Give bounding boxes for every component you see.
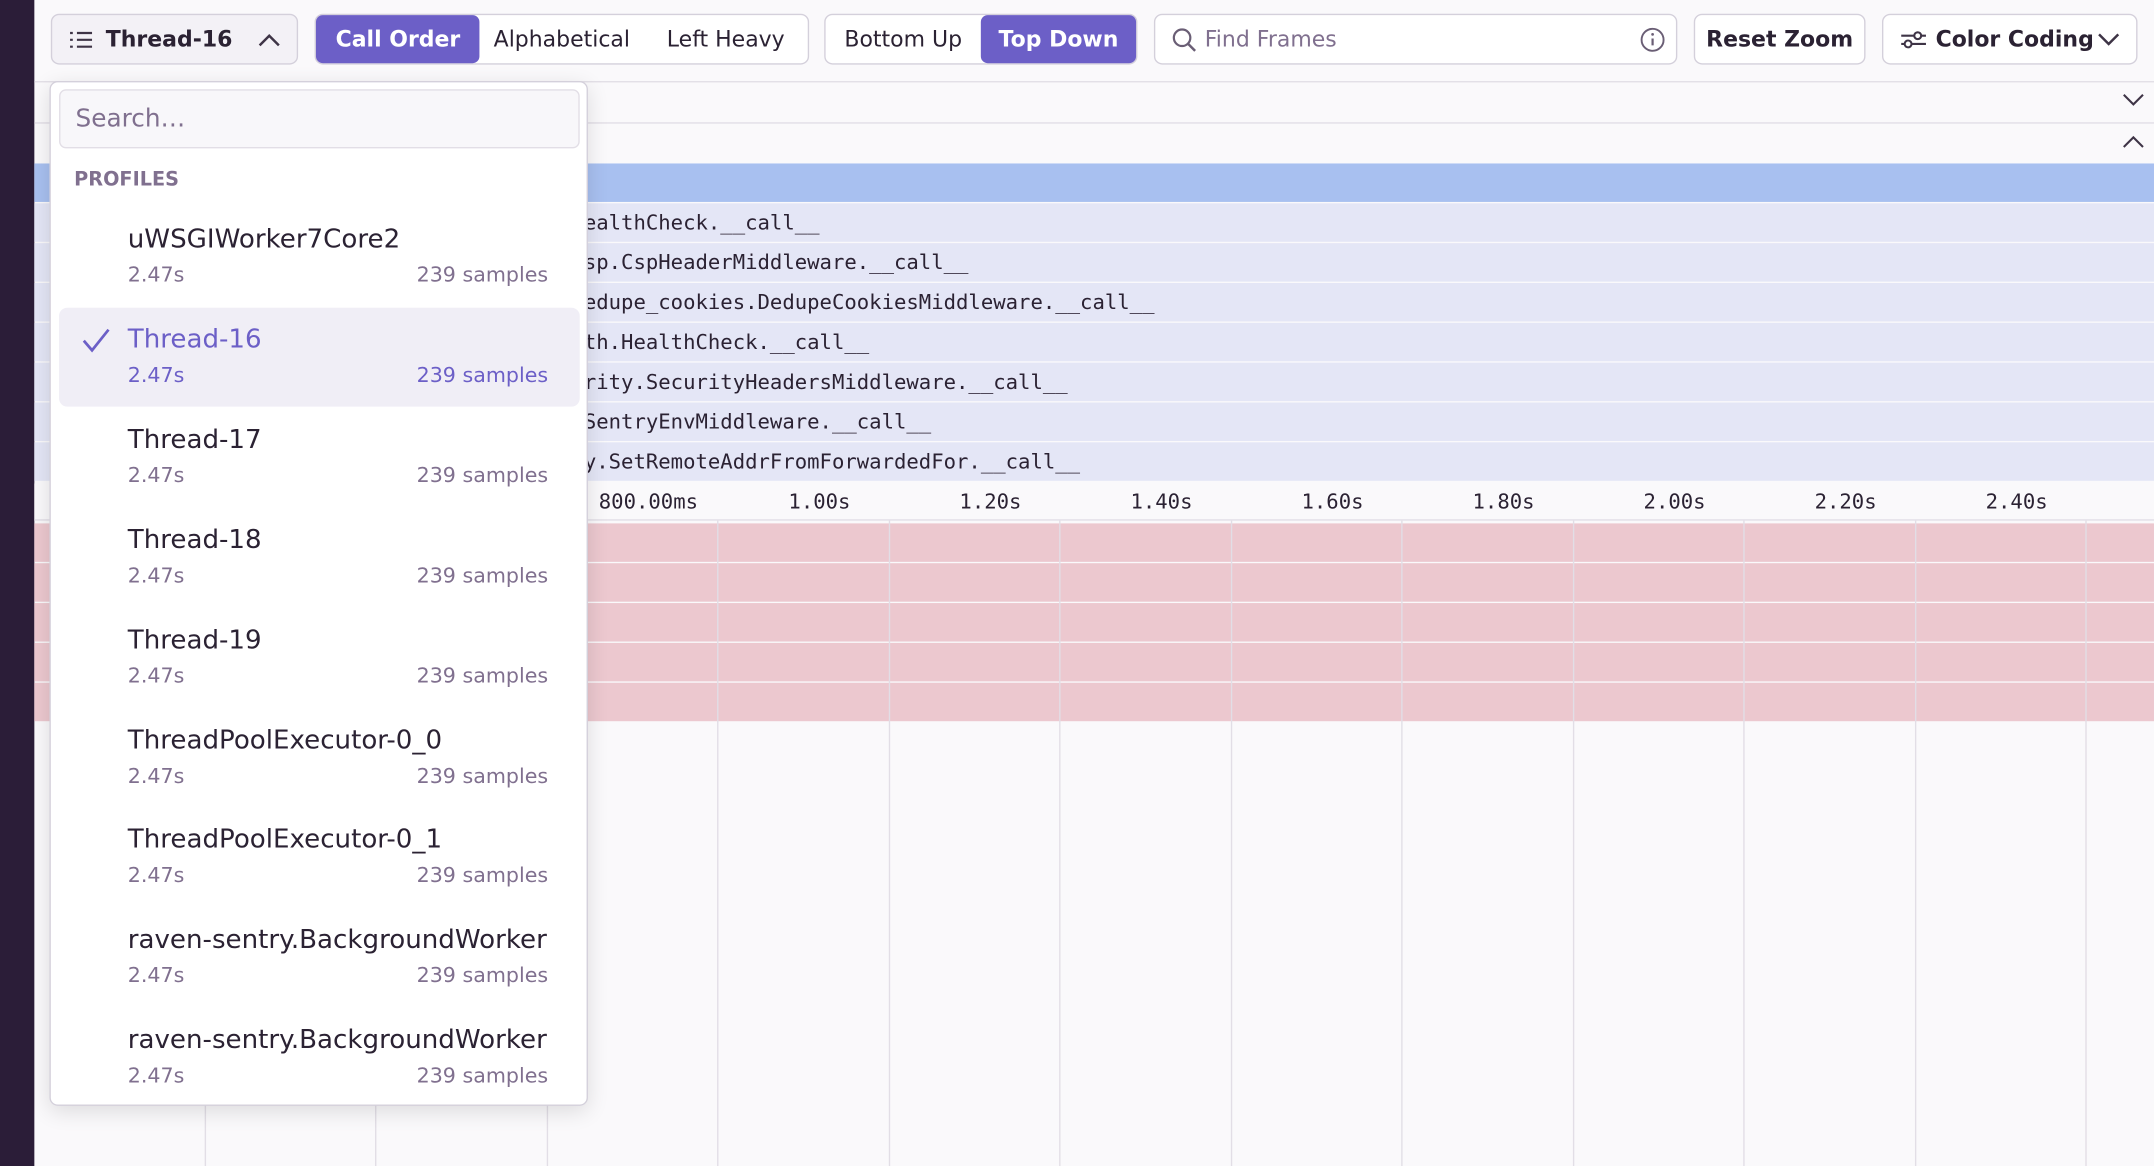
chevron-down	[2098, 32, 2120, 46]
grid-line	[1230, 520, 1232, 1166]
tick-label: 2.00s	[1643, 489, 1706, 514]
sidebar	[0, 0, 35, 1166]
profile-duration: 2.47s	[127, 562, 185, 588]
grid-line	[1914, 520, 1916, 1166]
grid-line	[1572, 520, 1574, 1166]
toggle-option[interactable]: Left Heavy	[644, 15, 808, 63]
profile-duration: 2.47s	[127, 662, 185, 688]
toggle-label: Alphabetical	[493, 26, 631, 53]
divider	[34, 81, 2154, 83]
grid-line	[1401, 520, 1403, 1166]
settings-icon	[1901, 30, 1926, 48]
frame-label: edupe_cookies.DedupeCookiesMiddleware.__…	[583, 289, 1155, 315]
profile-item[interactable]: ThreadPoolExecutor-0_0 2.47s 239 samples	[59, 708, 580, 807]
tick-label: 1.20s	[959, 489, 1022, 514]
dropdown-search[interactable]: Search…	[59, 89, 580, 149]
profile-item[interactable]: Thread-16 2.47s 239 samples	[59, 307, 580, 407]
section-label: PROFILES	[74, 168, 179, 191]
frame-label: SentryEnvMiddleware.__call__	[583, 409, 932, 435]
profile-samples: 239 samples	[416, 963, 549, 989]
expand-chevron[interactable]	[2122, 135, 2144, 149]
grid-line	[1059, 520, 1061, 1166]
grid-line	[717, 520, 719, 1166]
view-toggle: Bottom Up Top Down	[824, 13, 1138, 65]
profile-samples: 239 samples	[416, 763, 549, 788]
toggle-option[interactable]: Alphabetical	[480, 15, 644, 63]
profile-item[interactable]: raven-sentry.BackgroundWorker 2.47s 239 sa…	[59, 908, 580, 1007]
frame-label: sp.CspHeaderMiddleware.__call__	[583, 250, 969, 275]
profile-samples: 239 samples	[416, 863, 549, 888]
find-frames[interactable]: Find Frames	[1153, 13, 1678, 65]
profile-name: Thread-19	[127, 624, 262, 655]
toggle-option[interactable]: Call Order	[315, 15, 480, 64]
toggle-label: Left Heavy	[666, 26, 785, 53]
frame-label: ealthCheck.__call__	[583, 210, 820, 235]
tick-label: 1.60s	[1301, 489, 1364, 514]
profile-duration: 2.47s	[127, 763, 185, 788]
divider	[34, 122, 2154, 124]
grid-line	[2085, 520, 2087, 1166]
thread-select-label: Thread-16	[105, 26, 233, 53]
find-frames-placeholder: Find Frames	[1204, 26, 1337, 53]
profile-item[interactable]: uWSGIWorker7Core2 2.47s 239 samples	[59, 207, 580, 306]
profile-dropdown: Search… PROFILES uWSGIWorker7Core2 2.47s 2…	[49, 81, 588, 1108]
reset-zoom-label: Reset Zoom	[1706, 26, 1854, 53]
profile-samples: 239 samples	[416, 262, 549, 288]
color-coding[interactable]: Color Coding	[1881, 13, 2138, 65]
profile-name: Thread-17	[127, 424, 262, 455]
profile-duration: 2.47s	[127, 963, 185, 989]
chevron-up	[258, 33, 280, 46]
tick-label: 1.00s	[788, 489, 851, 514]
profile-name: uWSGIWorker7Core2	[127, 223, 401, 255]
toggle-label: Top Down	[998, 26, 1119, 53]
profile-name: ThreadPoolExecutor-0_1	[127, 824, 443, 855]
tick-label: 1.40s	[1130, 489, 1193, 514]
toggle-option[interactable]: Top Down	[980, 15, 1137, 64]
color-coding-label: Color Coding	[1935, 26, 2094, 53]
profile-name: Thread-16	[127, 324, 262, 355]
sort-toggle: Call Order Alphabetical Left Heavy	[314, 13, 810, 65]
reset-zoom[interactable]: Reset Zoom	[1693, 13, 1866, 65]
profile-duration: 2.47s	[127, 462, 185, 488]
search-icon	[1172, 27, 1197, 52]
profile-samples: 239 samples	[416, 562, 549, 588]
profile-name: ThreadPoolExecutor-0_0	[127, 724, 443, 755]
profile-duration: 2.47s	[127, 863, 185, 888]
frame-label: th.HealthCheck.__call__	[583, 329, 870, 355]
profile-item[interactable]: Thread-18 2.47s 239 samples	[59, 508, 580, 607]
tick-label: 2.20s	[1814, 489, 1877, 514]
profile-item[interactable]: Thread-17 2.47s 239 samples	[59, 408, 580, 507]
profile-item[interactable]: raven-sentry.BackgroundWorker 2.47s 239 sa…	[59, 1009, 580, 1108]
collapse-chevron[interactable]	[2122, 93, 2144, 107]
tick-label: 2.40s	[1985, 489, 2048, 514]
grid-line	[1743, 520, 1745, 1166]
profile-samples: 239 samples	[416, 662, 549, 688]
profile-name: Thread-18	[127, 524, 262, 555]
search-placeholder: Search…	[75, 104, 186, 134]
check-icon	[82, 328, 110, 353]
toggle-option[interactable]: Bottom Up	[826, 15, 981, 63]
thread-select[interactable]: Thread-16	[50, 13, 299, 65]
tick-label: 1.80s	[1472, 489, 1535, 514]
grid-line	[888, 520, 890, 1166]
toggle-label: Bottom Up	[844, 26, 963, 53]
profile-name: raven-sentry.BackgroundWorker	[127, 1025, 547, 1056]
profile-item[interactable]: Thread-19 2.47s 239 samples	[59, 608, 580, 707]
list-icon	[70, 31, 93, 48]
profile-samples: 239 samples	[416, 362, 549, 388]
profile-duration: 2.47s	[127, 1063, 185, 1089]
profile-duration: 2.47s	[127, 362, 185, 388]
tick-label: 800.00ms	[598, 489, 699, 514]
toggle-label: Call Order	[335, 26, 461, 53]
profile-samples: 239 samples	[416, 1063, 549, 1089]
profile-name: raven-sentry.BackgroundWorker	[127, 924, 547, 956]
profile-samples: 239 samples	[416, 462, 549, 488]
profile-item[interactable]: ThreadPoolExecutor-0_1 2.47s 239 samples	[59, 808, 580, 907]
profile-duration: 2.47s	[127, 262, 185, 288]
frame-label: rity.SecurityHeadersMiddleware.__call__	[583, 369, 1068, 395]
frame-label: y.SetRemoteAddrFromForwardedFor.__call__	[583, 449, 1081, 474]
info-icon	[1640, 27, 1665, 52]
